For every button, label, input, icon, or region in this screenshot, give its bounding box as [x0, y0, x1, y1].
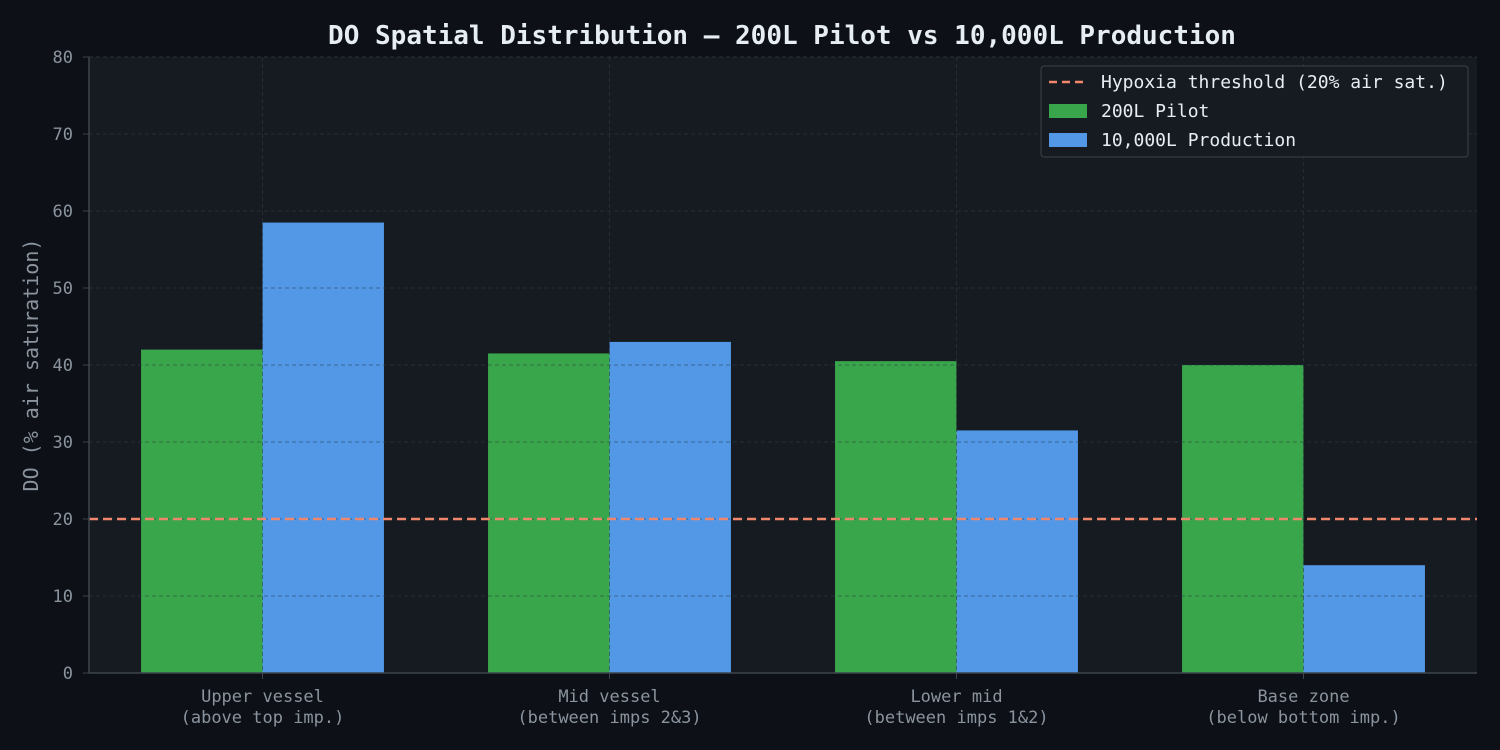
x-tick-label-line: (between imps 2&3)	[517, 708, 701, 728]
y-tick-label: 60	[53, 202, 73, 222]
y-tick-label: 40	[53, 356, 73, 376]
y-tick-label: 80	[53, 48, 73, 68]
bar-200l-pilot-0	[141, 349, 263, 673]
y-axis-label: DO (% air saturation)	[19, 239, 43, 492]
axes: 0 10 20 30 40 50 60 70 80 Upper vessel (above top …	[53, 48, 1477, 728]
x-tick-label-line: Mid vessel	[558, 687, 660, 707]
legend: Hypoxia threshold (20% air sat.) 200L Pil…	[1040, 65, 1469, 158]
y-tick-label: 30	[53, 433, 73, 453]
legend-label-10-000l-production: 10,000L Production	[1101, 130, 1296, 151]
x-tick-label: Mid vessel (between imps 2&3)	[517, 687, 701, 728]
x-tick-label-line: Upper vessel	[201, 687, 324, 707]
bar-10-000l-production-0	[262, 222, 384, 674]
y-tick-label: 10	[53, 587, 73, 607]
legend-label-200l-pilot: 200L Pilot	[1101, 101, 1209, 122]
x-tick-label: Upper vessel (above top imp.)	[181, 687, 345, 728]
grid-overlay	[89, 57, 1477, 673]
y-tick-label: 0	[63, 664, 73, 684]
legend-box	[1040, 65, 1469, 158]
x-tick-label-line: (between imps 1&2)	[864, 708, 1048, 728]
bar-200l-pilot-1	[488, 353, 610, 673]
bars	[141, 222, 1425, 674]
x-tick-label-line: Base zone	[1257, 687, 1349, 707]
chart-title: DO Spatial Distribution — 200L Pilot vs …	[328, 21, 1236, 51]
x-tick-label-line: Lower mid	[910, 687, 1002, 707]
y-tick-label: 70	[53, 125, 73, 145]
x-tick-label-line: (above top imp.)	[181, 708, 345, 728]
legend-swatch-200l-pilot	[1049, 104, 1087, 118]
bar-10-000l-production-1	[609, 341, 731, 673]
y-tick-label: 50	[53, 279, 73, 299]
bar-200l-pilot-2	[835, 361, 957, 673]
y-tick-label: 20	[53, 510, 73, 530]
x-tick-label: Lower mid (between imps 1&2)	[864, 687, 1048, 728]
legend-label-hypoxia-threshold: Hypoxia threshold (20% air sat.)	[1101, 72, 1448, 93]
bar-10-000l-production-2	[956, 430, 1078, 673]
x-tick-label: Base zone (below bottom imp.)	[1206, 687, 1400, 728]
legend-swatch-10-000l-production	[1049, 133, 1087, 147]
x-tick-label-line: (below bottom imp.)	[1206, 708, 1400, 728]
bar-10-000l-production-3	[1303, 565, 1425, 673]
